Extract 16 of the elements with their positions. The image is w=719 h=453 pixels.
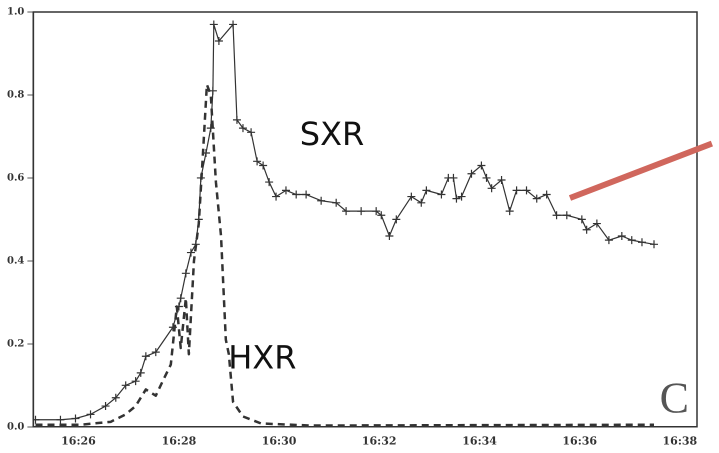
y-tick-label: 0.4 [6, 255, 24, 266]
y-tick-label: 0.6 [6, 172, 24, 184]
x-tick-label: 16:32 [362, 434, 397, 448]
y-tick-label: 0.2 [6, 338, 24, 350]
annotation: C [660, 373, 689, 422]
series-label: SXR [300, 114, 364, 153]
x-tick-label: 16:38 [662, 434, 698, 448]
y-tick-label: 1.0 [6, 6, 24, 18]
x-tick-label: 16:30 [262, 434, 297, 448]
series-label: HXR [228, 338, 296, 377]
y-tick-label: 0.8 [6, 90, 24, 101]
y-tick-label: 0.0 [6, 421, 24, 432]
x-tick-label: 16:36 [562, 434, 598, 448]
x-tick-label: 16:28 [162, 434, 197, 448]
x-tick-label: 16:26 [61, 434, 96, 448]
x-tick-label: 16:34 [462, 434, 498, 448]
